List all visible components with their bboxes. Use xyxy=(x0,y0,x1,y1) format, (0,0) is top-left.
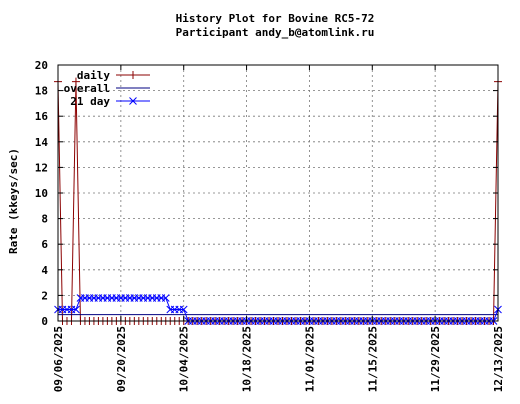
x-tick-label: 09/06/2025 xyxy=(52,326,65,392)
x-tick-label: 10/04/2025 xyxy=(178,326,191,392)
point-21-day xyxy=(179,305,188,314)
y-tick-label: 8 xyxy=(41,213,48,226)
point-21-day-d2 xyxy=(179,305,188,314)
y-tick-label: 6 xyxy=(41,238,48,251)
x-tick-label: 11/01/2025 xyxy=(303,326,316,392)
x-tick-label: 11/29/2025 xyxy=(429,326,442,392)
y-tick-label: 14 xyxy=(35,136,49,149)
legend-label-21-day: 21 day xyxy=(70,95,110,108)
series-line-daily xyxy=(57,81,499,322)
y-tick-label: 12 xyxy=(35,161,48,174)
legend-label-overall: overall xyxy=(64,82,110,95)
grid xyxy=(58,65,498,321)
chart-subtitle: Participant andy_b@atomlink.ru xyxy=(176,26,375,39)
point-21-day xyxy=(72,305,80,314)
chart-title: History Plot for Bovine RC5-72 xyxy=(176,12,375,25)
ticks: 0 2 4 6 8 10 12 14 16 18 20 09/06/2025 09/20/2025 10/… xyxy=(35,59,505,392)
point-daily xyxy=(71,77,80,86)
y-tick-label: 10 xyxy=(35,187,48,200)
x-tick-label: 12/13/2025 xyxy=(492,326,505,392)
y-tick-label: 16 xyxy=(35,110,49,123)
series-line-21-day xyxy=(58,297,499,322)
legend-label-daily: daily xyxy=(77,69,110,82)
y-tick-label: 20 xyxy=(35,59,48,72)
y-tick-label: 2 xyxy=(41,289,48,302)
y-axis-label: Rate (kkeys/sec) xyxy=(7,148,20,254)
x-tick-label: 09/20/2025 xyxy=(115,326,128,392)
y-tick-label: 0 xyxy=(41,315,48,328)
y-tick-label: 18 xyxy=(35,85,48,98)
legend-marker-21-day xyxy=(129,97,137,105)
point-21-day-d2 xyxy=(161,294,170,302)
y-tick-label: 4 xyxy=(41,264,48,277)
legend-marker-daily xyxy=(129,71,137,79)
x-tick-label: 11/15/2025 xyxy=(366,326,379,392)
legend-marker-21-day-d2 xyxy=(129,97,137,105)
x-tick-label: 10/18/2025 xyxy=(241,326,254,392)
point-21-day xyxy=(161,294,170,302)
point-21-day-d2 xyxy=(72,305,80,314)
